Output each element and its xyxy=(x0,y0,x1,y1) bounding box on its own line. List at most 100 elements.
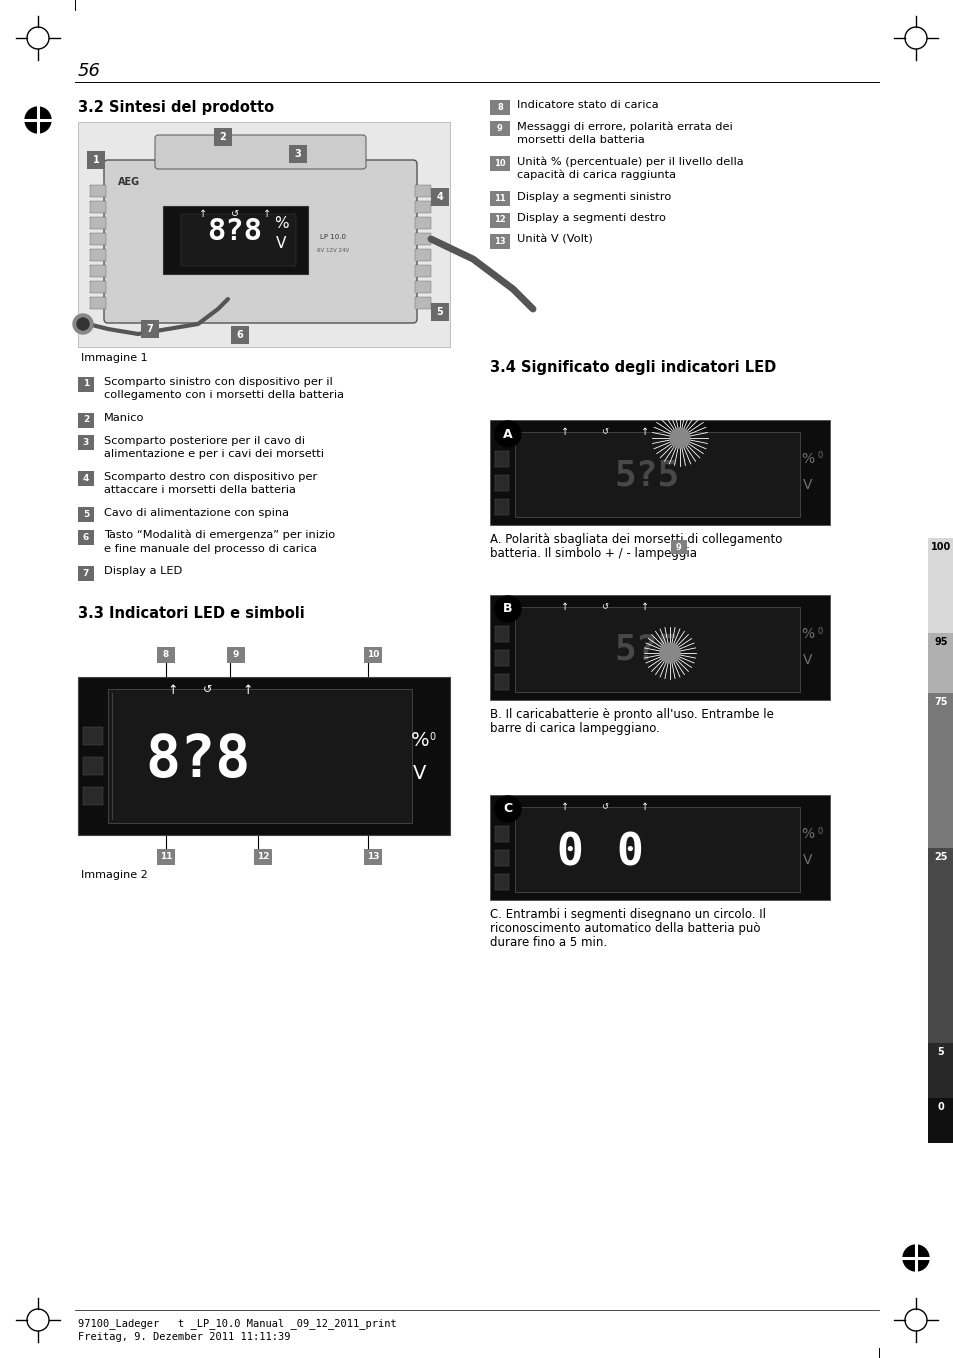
Text: Unità % (percentuale) per il livello della: Unità % (percentuale) per il livello del… xyxy=(517,156,742,167)
Text: 7: 7 xyxy=(147,325,153,334)
Text: 5: 5 xyxy=(937,1047,943,1057)
Bar xyxy=(90,185,106,197)
Bar xyxy=(490,121,510,136)
Bar xyxy=(78,471,94,486)
Bar xyxy=(431,303,449,320)
Text: V: V xyxy=(802,478,812,492)
Bar xyxy=(495,850,509,866)
Bar xyxy=(495,826,509,842)
Bar xyxy=(415,201,431,213)
Bar xyxy=(495,626,509,642)
Text: %: % xyxy=(801,827,814,841)
Text: Messaggi di errore, polarità errata dei: Messaggi di errore, polarità errata dei xyxy=(517,121,732,132)
Text: 7: 7 xyxy=(83,569,89,577)
Text: 0: 0 xyxy=(556,831,583,875)
Bar xyxy=(431,187,449,206)
Bar xyxy=(415,185,431,197)
Text: ↑: ↑ xyxy=(560,426,569,437)
Circle shape xyxy=(902,1245,928,1271)
Text: 11: 11 xyxy=(494,194,505,202)
Bar xyxy=(364,849,381,865)
FancyBboxPatch shape xyxy=(154,134,366,168)
Text: 0: 0 xyxy=(817,626,821,636)
Bar xyxy=(490,191,510,206)
Text: V: V xyxy=(275,236,286,251)
Circle shape xyxy=(495,796,520,822)
Text: durare fino a 5 min.: durare fino a 5 min. xyxy=(490,936,606,949)
Bar xyxy=(495,451,509,467)
Circle shape xyxy=(659,642,679,663)
Bar xyxy=(490,595,829,699)
Bar xyxy=(231,326,249,344)
Text: ↺: ↺ xyxy=(231,209,239,219)
Text: 10: 10 xyxy=(366,650,378,659)
Text: 2: 2 xyxy=(219,132,226,143)
Text: ↺: ↺ xyxy=(203,686,213,695)
Text: 3.3 Indicatori LED e simboli: 3.3 Indicatori LED e simboli xyxy=(78,607,304,622)
Bar xyxy=(670,540,686,554)
Bar xyxy=(495,674,509,690)
Text: V: V xyxy=(413,765,426,784)
Bar xyxy=(415,234,431,244)
Text: 4: 4 xyxy=(436,191,443,202)
Bar xyxy=(927,633,953,693)
Circle shape xyxy=(25,107,51,133)
Text: ↑: ↑ xyxy=(199,209,207,219)
Bar xyxy=(78,376,94,391)
Bar xyxy=(415,265,431,277)
Bar xyxy=(90,297,106,310)
Bar xyxy=(490,794,829,900)
Bar xyxy=(495,475,509,492)
Text: attaccare i morsetti della batteria: attaccare i morsetti della batteria xyxy=(104,485,295,496)
Bar xyxy=(515,807,800,892)
Text: capacità di carica raggiunta: capacità di carica raggiunta xyxy=(517,170,676,181)
Text: 25: 25 xyxy=(933,851,946,862)
Text: 100: 100 xyxy=(930,542,950,551)
Text: C. Entrambi i segmenti disegnano un circolo. Il: C. Entrambi i segmenti disegnano un circ… xyxy=(490,909,765,921)
Text: 3.2 Sintesi del prodotto: 3.2 Sintesi del prodotto xyxy=(78,100,274,115)
Text: B: B xyxy=(503,603,512,615)
Text: ↑: ↑ xyxy=(640,803,648,812)
Text: 1: 1 xyxy=(83,379,89,388)
Text: 13: 13 xyxy=(494,238,505,246)
Text: ↺: ↺ xyxy=(601,428,608,436)
Text: 0: 0 xyxy=(429,732,435,743)
Text: 11: 11 xyxy=(159,851,172,861)
Text: 8?8: 8?8 xyxy=(145,732,251,789)
Text: 6: 6 xyxy=(236,330,243,340)
Text: 56: 56 xyxy=(78,62,101,80)
Text: 0: 0 xyxy=(616,831,642,875)
Bar xyxy=(415,297,431,310)
Text: C: C xyxy=(503,803,512,816)
Text: 0: 0 xyxy=(817,827,821,835)
Text: Immagine 1: Immagine 1 xyxy=(81,353,148,363)
Text: 12: 12 xyxy=(494,216,505,224)
Text: Display a segmenti destro: Display a segmenti destro xyxy=(517,213,665,223)
Bar xyxy=(78,676,450,835)
Bar xyxy=(83,756,103,774)
Text: %: % xyxy=(274,216,288,231)
Bar xyxy=(495,498,509,515)
Bar xyxy=(157,849,174,865)
Text: batteria. Il simbolo + / - lampeggia: batteria. Il simbolo + / - lampeggia xyxy=(490,547,697,559)
Bar xyxy=(90,265,106,277)
Text: 2: 2 xyxy=(83,416,89,425)
Circle shape xyxy=(669,428,689,448)
Text: 5?5: 5?5 xyxy=(614,633,679,667)
Text: 13: 13 xyxy=(366,851,379,861)
Bar xyxy=(78,530,94,545)
Bar xyxy=(515,607,800,693)
Circle shape xyxy=(73,314,92,334)
Text: 9: 9 xyxy=(676,542,681,551)
Text: Scomparto sinistro con dispositivo per il: Scomparto sinistro con dispositivo per i… xyxy=(104,378,333,387)
Text: e fine manuale del processo di carica: e fine manuale del processo di carica xyxy=(104,543,316,554)
Text: Display a segmenti sinistro: Display a segmenti sinistro xyxy=(517,191,671,201)
Text: 3.4 Significato degli indicatori LED: 3.4 Significato degli indicatori LED xyxy=(490,360,776,375)
Text: 4: 4 xyxy=(83,474,89,483)
Text: barre di carica lampeggiano.: barre di carica lampeggiano. xyxy=(490,722,659,735)
Bar xyxy=(90,234,106,244)
Text: 9: 9 xyxy=(497,124,502,133)
Bar xyxy=(515,432,800,517)
Bar xyxy=(927,1099,953,1143)
Text: 8?8: 8?8 xyxy=(207,217,262,247)
